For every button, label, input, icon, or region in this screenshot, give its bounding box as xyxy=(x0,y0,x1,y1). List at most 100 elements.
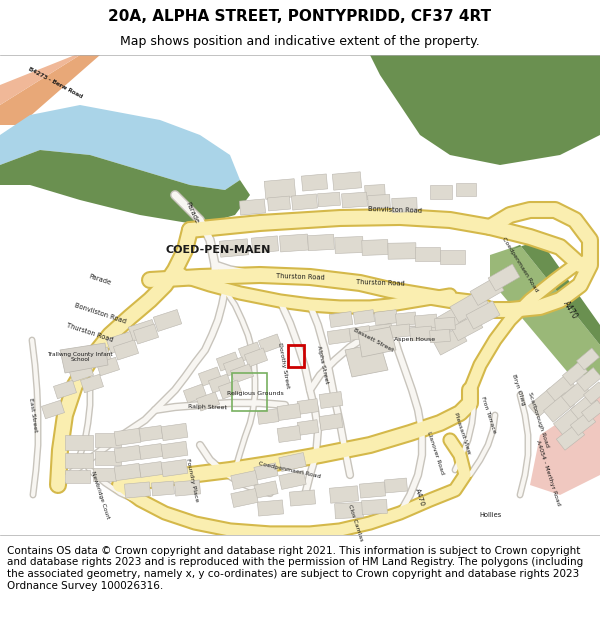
Bar xyxy=(577,348,599,370)
Text: A4054 - Merthyr Road: A4054 - Merthyr Road xyxy=(535,439,561,506)
Bar xyxy=(571,412,596,436)
Bar xyxy=(332,172,362,190)
Bar xyxy=(53,380,77,399)
Bar xyxy=(571,394,599,421)
Text: Ralph Street: Ralph Street xyxy=(188,404,227,410)
Polygon shape xyxy=(0,55,80,105)
Bar xyxy=(161,459,188,477)
Bar xyxy=(254,463,278,480)
Bar xyxy=(65,453,93,468)
Bar xyxy=(577,368,600,391)
Bar xyxy=(297,399,319,414)
Bar xyxy=(349,326,371,341)
Text: Coedpenmaen Road: Coedpenmaen Road xyxy=(501,237,539,293)
Bar xyxy=(151,481,175,496)
Bar xyxy=(139,461,163,478)
Bar xyxy=(68,362,94,382)
Bar xyxy=(257,409,279,424)
Polygon shape xyxy=(0,105,240,190)
Bar xyxy=(359,482,386,498)
Bar xyxy=(231,471,258,489)
Text: Thurston Road: Thurston Road xyxy=(66,322,114,343)
Text: Parade: Parade xyxy=(88,274,112,286)
Bar xyxy=(451,314,483,341)
Text: Bonvilston Road: Bonvilston Road xyxy=(368,206,422,214)
Text: Parade: Parade xyxy=(184,201,200,225)
Bar xyxy=(329,486,359,503)
Bar xyxy=(374,310,398,325)
Bar xyxy=(251,236,278,253)
Bar xyxy=(470,277,504,306)
Bar xyxy=(280,234,308,252)
Text: Fron Terrace: Fron Terrace xyxy=(479,396,496,434)
Bar xyxy=(277,404,301,421)
Text: Llanover Road: Llanover Road xyxy=(425,431,445,475)
Text: Thurston Road: Thurston Road xyxy=(275,273,325,281)
Text: Contains OS data © Crown copyright and database right 2021. This information is : Contains OS data © Crown copyright and d… xyxy=(7,546,583,591)
Text: Map shows position and indicative extent of the property.: Map shows position and indicative extent… xyxy=(120,35,480,48)
Text: Bassett Street: Bassett Street xyxy=(352,328,394,352)
Bar xyxy=(440,250,465,264)
Bar xyxy=(93,468,116,481)
Bar xyxy=(161,423,188,441)
Bar xyxy=(244,348,268,367)
Bar xyxy=(562,361,587,386)
Bar xyxy=(114,428,141,446)
Bar xyxy=(231,489,258,508)
Bar xyxy=(218,380,242,399)
Bar xyxy=(114,463,141,481)
Polygon shape xyxy=(0,55,100,125)
Bar xyxy=(65,435,93,450)
Bar xyxy=(288,345,304,367)
Bar xyxy=(264,179,296,199)
Bar xyxy=(268,196,290,211)
Bar xyxy=(217,352,239,371)
Text: Trallwng County Infant
School: Trallwng County Infant School xyxy=(47,352,113,362)
Bar xyxy=(277,426,301,442)
Text: Coedpenmaen Road: Coedpenmaen Road xyxy=(259,461,322,479)
Bar xyxy=(319,391,343,409)
Bar xyxy=(199,367,221,386)
Bar xyxy=(223,357,247,376)
Text: 20A, ALPHA STREET, PONTYPRIDD, CF37 4RT: 20A, ALPHA STREET, PONTYPRIDD, CF37 4RT xyxy=(109,9,491,24)
Bar xyxy=(80,374,104,392)
Text: A470: A470 xyxy=(561,299,579,321)
Bar xyxy=(239,199,266,215)
Polygon shape xyxy=(345,343,388,377)
Text: Thurston Road: Thurston Road xyxy=(356,279,404,287)
Bar xyxy=(238,342,262,361)
Bar xyxy=(289,490,316,506)
Polygon shape xyxy=(370,55,600,165)
Bar xyxy=(114,446,141,462)
Text: Dorothy Street: Dorothy Street xyxy=(277,342,289,388)
Bar xyxy=(409,326,433,341)
Text: Bryn Olwg: Bryn Olwg xyxy=(511,374,526,406)
Bar xyxy=(488,264,520,291)
Bar xyxy=(456,183,476,196)
Bar xyxy=(259,334,281,353)
Bar xyxy=(308,234,334,251)
Bar xyxy=(196,392,220,411)
Bar xyxy=(369,324,393,339)
Bar xyxy=(319,414,343,431)
Bar xyxy=(95,433,121,447)
Text: B4273 - Berw Road: B4273 - Berw Road xyxy=(27,67,83,99)
Bar xyxy=(106,331,135,354)
Bar xyxy=(335,503,364,519)
Bar xyxy=(161,441,188,459)
Bar xyxy=(547,374,575,401)
Text: Newbridge Court: Newbridge Court xyxy=(90,471,110,519)
Bar xyxy=(353,309,375,324)
Bar xyxy=(65,470,90,483)
Bar xyxy=(86,347,112,367)
Bar xyxy=(556,424,584,450)
Bar xyxy=(97,357,119,376)
Bar xyxy=(430,185,452,199)
Bar xyxy=(430,329,451,342)
Bar xyxy=(562,381,590,408)
Bar xyxy=(257,500,284,516)
Bar xyxy=(581,400,600,422)
Bar xyxy=(335,236,363,254)
Bar xyxy=(385,478,407,493)
Bar xyxy=(329,311,353,328)
